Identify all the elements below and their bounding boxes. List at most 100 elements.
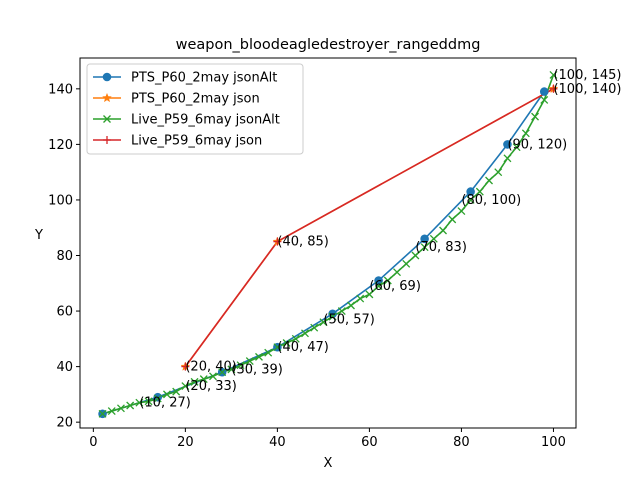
data-point xyxy=(328,309,337,319)
data-point xyxy=(116,404,125,413)
y-tick-label: 20 xyxy=(56,416,73,431)
data-point xyxy=(439,226,447,235)
x-tick-label: 60 xyxy=(361,435,378,450)
data-point xyxy=(328,312,337,321)
data-point xyxy=(153,392,163,402)
data-point xyxy=(374,282,383,291)
data-point xyxy=(163,390,171,399)
legend-entry-3: Live_P59_6may jsonAlt xyxy=(93,113,280,128)
x-tick-label: 0 xyxy=(89,435,97,450)
data-point xyxy=(227,365,236,374)
y-tick-label: 80 xyxy=(56,249,73,264)
data-label: (90, 120) xyxy=(507,137,567,152)
data-point xyxy=(420,243,429,252)
data-point xyxy=(190,377,199,386)
data-label: (100, 145) xyxy=(553,68,621,83)
data-point xyxy=(135,398,144,407)
data-annotations: (10, 27) (20, 33) (20, 40)(30, 39) (40, 47)… xyxy=(139,68,621,411)
x-tick-label: 100 xyxy=(541,435,566,450)
axes-frame xyxy=(79,57,577,429)
data-point xyxy=(539,87,549,96)
data-point xyxy=(466,187,475,196)
x-tick-label: 20 xyxy=(177,435,194,450)
y-tick-label: 100 xyxy=(48,193,73,208)
data-point xyxy=(540,95,549,104)
data-point xyxy=(199,375,208,384)
data-point xyxy=(153,394,162,403)
data-point xyxy=(494,168,503,177)
data-point xyxy=(485,176,493,185)
x-axis-label: X xyxy=(324,456,333,471)
legend-marker xyxy=(103,136,111,144)
data-point xyxy=(457,207,466,216)
chart-legend: PTS_P60_2may jsonAlt PTS_P60_2may json Liv… xyxy=(86,63,304,155)
data-point xyxy=(245,357,254,366)
x-tick-label: 80 xyxy=(453,435,470,450)
data-point xyxy=(291,334,300,343)
data-point xyxy=(531,112,540,121)
data-point xyxy=(402,259,411,268)
data-point xyxy=(126,401,135,410)
data-point xyxy=(273,237,282,246)
legend-entry-2: PTS_P60_2may json xyxy=(93,92,260,107)
data-point xyxy=(319,318,328,327)
data-point xyxy=(549,70,558,79)
data-point xyxy=(347,301,355,310)
data-point xyxy=(172,387,181,396)
data-point xyxy=(209,372,217,381)
data-point xyxy=(356,294,365,303)
data-point xyxy=(181,362,190,371)
data-point xyxy=(264,348,273,357)
data-point xyxy=(107,407,116,416)
data-label: (100, 140) xyxy=(553,82,621,97)
data-point xyxy=(273,343,282,352)
data-point xyxy=(365,290,374,299)
data-label: (10, 27) xyxy=(139,396,191,411)
data-point xyxy=(144,397,153,406)
x-tick-label: 40 xyxy=(269,435,286,450)
data-point xyxy=(466,195,475,204)
data-label: (50, 57) xyxy=(323,312,375,327)
data-point xyxy=(503,140,512,149)
y-tick-label: 140 xyxy=(48,82,73,97)
legend-marker xyxy=(102,72,112,82)
data-point xyxy=(310,323,319,332)
data-point xyxy=(549,84,558,93)
data-point xyxy=(393,268,401,277)
data-point xyxy=(420,234,429,244)
data-point xyxy=(429,234,438,243)
data-point xyxy=(181,382,190,391)
data-label: (20, 40) xyxy=(185,360,237,375)
data-point xyxy=(475,187,484,196)
data-point xyxy=(512,143,521,152)
data-point xyxy=(218,368,227,377)
legend-label: Live_P59_6may jsonAlt xyxy=(131,113,280,128)
data-point xyxy=(255,352,263,361)
legend-marker xyxy=(102,92,112,103)
plot-markers xyxy=(98,70,559,419)
data-point xyxy=(448,215,457,224)
y-tick-label: 120 xyxy=(48,138,73,153)
data-point xyxy=(282,339,291,347)
data-point xyxy=(503,154,512,163)
data-point xyxy=(374,276,383,285)
data-point xyxy=(98,409,107,418)
legend-label: PTS_P60_2may jsonAlt xyxy=(131,71,277,86)
data-label: (80, 100) xyxy=(461,193,521,208)
legend-entry-4: Live_P59_6may json xyxy=(93,134,262,149)
data-point xyxy=(521,129,530,138)
series-markers-3 xyxy=(98,70,558,418)
x-tick-labels: 0 20 40 60 80 100 xyxy=(89,428,566,450)
y-tick-label: 40 xyxy=(56,360,73,375)
data-point xyxy=(301,329,309,338)
data-label: (20, 33) xyxy=(185,379,237,394)
data-label: (40, 85) xyxy=(277,235,329,250)
data-point xyxy=(383,276,392,285)
legend-box xyxy=(86,63,304,155)
legend-label: Live_P59_6may json xyxy=(131,134,262,149)
series-markers-4 xyxy=(181,84,558,371)
legend-entry-1: PTS_P60_2may jsonAlt xyxy=(93,71,277,86)
y-axis-label: Y xyxy=(34,228,43,243)
data-label: (70, 83) xyxy=(415,240,467,255)
